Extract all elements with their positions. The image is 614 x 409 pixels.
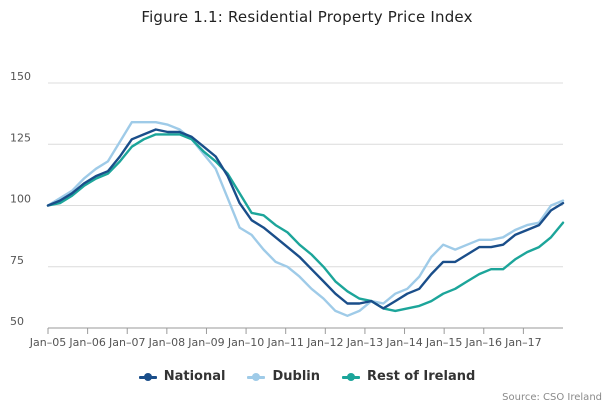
legend-marker-icon bbox=[138, 371, 157, 383]
legend-item-dublin[interactable]: Dublin bbox=[247, 369, 320, 384]
x-tick-label: Jan–11 bbox=[266, 336, 303, 349]
x-tick-label: Jan–05 bbox=[29, 336, 66, 349]
legend-item-rest-of-ireland[interactable]: Rest of Ireland bbox=[342, 369, 475, 384]
x-tick-label: Jan–09 bbox=[187, 336, 224, 349]
legend-item-national[interactable]: National bbox=[138, 369, 226, 384]
x-tick-label: Jan–08 bbox=[148, 336, 185, 349]
source-note: Source: CSO Ireland bbox=[502, 392, 602, 403]
x-tick-label: Jan–10 bbox=[227, 336, 264, 349]
x-tick-label: Jan–12 bbox=[306, 336, 343, 349]
series-line-national[interactable] bbox=[46, 128, 565, 310]
series-line-dublin[interactable] bbox=[46, 120, 565, 317]
legend-marker-icon bbox=[342, 371, 360, 383]
x-tick-label: Jan–13 bbox=[346, 336, 383, 349]
y-tick-label: 150 bbox=[10, 70, 31, 83]
legend-label: Rest of Ireland bbox=[367, 369, 476, 384]
chart-legend: National Dublin Rest of Ireland bbox=[0, 369, 614, 384]
x-tick-label: Jan–15 bbox=[425, 336, 462, 349]
legend-label: National bbox=[163, 369, 226, 384]
x-tick-label: Jan–06 bbox=[68, 336, 105, 349]
legend-marker-icon bbox=[247, 371, 266, 383]
x-tick-label: Jan–17 bbox=[504, 336, 541, 349]
legend-label: Dublin bbox=[272, 369, 320, 384]
series-line-rest-of-ireland[interactable] bbox=[46, 133, 565, 313]
y-tick-label: 100 bbox=[10, 193, 31, 206]
y-tick-label: 75 bbox=[10, 254, 24, 267]
x-tick-label: Jan–07 bbox=[108, 336, 145, 349]
y-tick-label: 50 bbox=[10, 315, 24, 328]
x-tick-label: Jan–14 bbox=[385, 336, 422, 349]
y-tick-label: 125 bbox=[10, 131, 31, 144]
chart-title: Figure 1.1: Residential Property Price I… bbox=[141, 8, 473, 26]
x-tick-label: Jan–16 bbox=[465, 336, 502, 349]
